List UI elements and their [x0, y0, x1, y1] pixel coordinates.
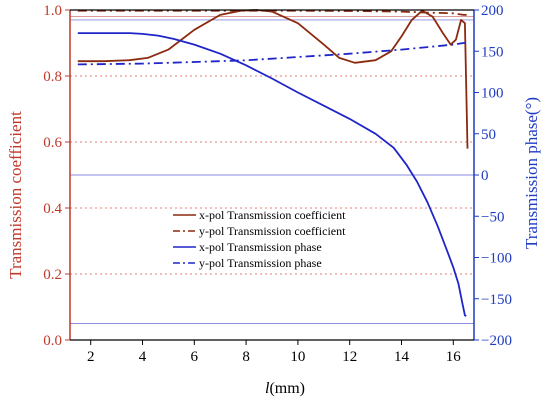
y-left-tick-label-2: 0.4 [43, 201, 62, 217]
x-tick-label-6: 14 [394, 349, 410, 365]
y-right-tick-label-3: −50 [481, 209, 504, 225]
x-axis-label: l(mm) [265, 380, 305, 397]
legend-label-x-pol-phase: x-pol Transmission phase [199, 240, 322, 254]
x-tick-label-3: 8 [242, 349, 250, 365]
grid-lines [70, 75, 474, 275]
series-layer [77, 9, 469, 317]
y-right-tick-label-0: −200 [481, 333, 512, 349]
x-tick-label-0: 2 [87, 349, 95, 365]
y-right-tick-label-1: −150 [481, 292, 512, 308]
axes [65, 9, 479, 345]
x-axis-label-symbol: l [265, 380, 270, 397]
series-line-3 [77, 41, 469, 66]
y-left-tick-label-5: 1.0 [43, 3, 62, 19]
y-right-tick-label-7: 150 [481, 44, 504, 60]
reference-lines [70, 16, 474, 324]
series-line-0 [77, 9, 469, 149]
x-tick-label-1: 4 [139, 349, 147, 365]
x-tick-label-2: 6 [191, 349, 199, 365]
y-left-tick-label-0: 0.0 [43, 333, 62, 349]
y-right-tick-label-4: 0 [481, 168, 489, 184]
x-axis-label-unit: (mm) [269, 380, 305, 397]
y-axis-label-left: Transmission coefficient [6, 111, 25, 279]
series-line-2 [77, 32, 467, 317]
x-tick-label-7: 16 [446, 349, 462, 365]
series-line-1 [77, 9, 469, 16]
x-tick-label-5: 12 [342, 349, 357, 365]
legend-label-x-pol-coefficient: x-pol Transmission coefficient [199, 208, 346, 222]
legend: x-pol Transmission coefficient y-pol Tra… [173, 208, 346, 270]
y-left-tick-label-3: 0.6 [43, 135, 62, 151]
y-left-tick-label-4: 0.8 [43, 69, 62, 85]
legend-label-y-pol-phase: y-pol Transmission phase [199, 256, 322, 270]
y-right-tick-label-6: 100 [481, 86, 504, 102]
x-tick-label-4: 10 [290, 349, 305, 365]
y-right-tick-label-8: 200 [481, 3, 504, 19]
y-left-tick-label-1: 0.2 [43, 267, 62, 283]
y-axis-label-right: Transmission phase(°) [522, 97, 541, 249]
tick-labels: 2 4 6 8 10 12 14 16 0.0 0.2 0.4 0.6 0.8 1.0 −200 −150 −1… [43, 3, 512, 365]
legend-label-y-pol-coefficient: y-pol Transmission coefficient [199, 224, 346, 238]
y-right-tick-label-5: 50 [481, 127, 496, 143]
y-right-tick-label-2: −100 [481, 251, 512, 267]
